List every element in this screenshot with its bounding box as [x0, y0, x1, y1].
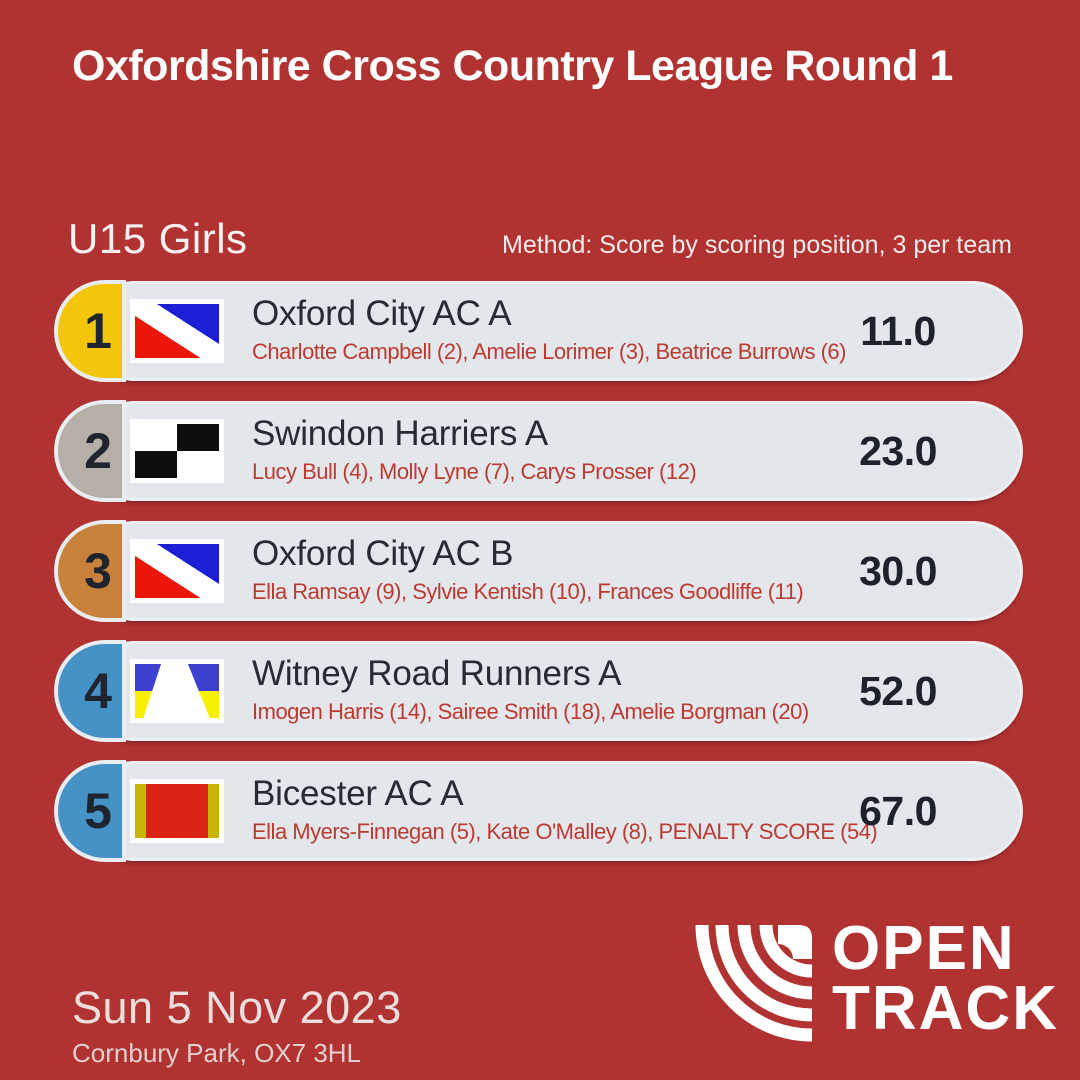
- team-score: 11.0: [860, 307, 936, 354]
- opentrack-wordmark-line2: TRACK: [832, 974, 1059, 1043]
- opentrack-logo: OPEN TRACK: [692, 918, 1057, 1048]
- bicester-ac-club-flag: [130, 779, 224, 843]
- team-info: Bicester AC A Ella Myers-Finnegan (5), K…: [252, 773, 878, 846]
- position-number: 2: [84, 423, 112, 479]
- team-runners: Imogen Harris (14), Sairee Smith (18), A…: [252, 699, 809, 724]
- result-row: 2 Swindon Harriers A Lucy Bull (4), Moll…: [58, 404, 1020, 498]
- oxford-city-club-flag: [130, 299, 224, 363]
- position-number: 4: [84, 663, 112, 719]
- team-runners: Ella Myers-Finnegan (5), Kate O'Malley (…: [252, 819, 878, 844]
- event-venue: Cornbury Park, OX7 3HL: [72, 1038, 362, 1068]
- page-title: Oxfordshire Cross Country League Round 1: [72, 42, 953, 90]
- event-date: Sun 5 Nov 2023: [72, 982, 402, 1033]
- result-row: 3 Oxford City AC B Ella Ramsay (9), Sylv…: [58, 524, 1020, 618]
- position-number: 1: [84, 303, 112, 359]
- team-score: 30.0: [859, 547, 937, 594]
- team-name: Witney Road Runners A: [252, 654, 622, 693]
- position-number: 5: [84, 783, 112, 839]
- team-score: 23.0: [859, 427, 937, 474]
- oxford-city-club-flag: [130, 539, 224, 603]
- opentrack-track-bend-icon: [695, 924, 812, 1042]
- scoring-method-label: Method: Score by scoring position, 3 per…: [502, 231, 1012, 259]
- team-info: Oxford City AC B Ella Ramsay (9), Sylvie…: [252, 533, 820, 606]
- team-name: Oxford City AC A: [252, 294, 512, 333]
- team-name: Oxford City AC B: [252, 534, 514, 573]
- position-badge: 1: [58, 284, 122, 378]
- age-group-heading: U15 Girls: [68, 215, 248, 262]
- witney-road-runners-club-flag: [130, 659, 224, 723]
- opentrack-wordmark-line1: OPEN: [832, 914, 1016, 983]
- team-info: Oxford City AC A Charlotte Campbell (2),…: [252, 293, 846, 366]
- team-runners: Lucy Bull (4), Molly Lyne (7), Carys Pro…: [252, 459, 697, 484]
- position-badge: 4: [58, 644, 122, 738]
- result-row: 5 Bicester AC A Ella Myers-Finnegan (5),…: [58, 764, 1020, 858]
- opentrack-wordmark: OPEN TRACK: [832, 914, 1059, 1043]
- position-badge: 2: [58, 404, 122, 498]
- position-badge: 5: [58, 764, 122, 858]
- position-number: 3: [84, 543, 112, 599]
- team-runners: Charlotte Campbell (2), Amelie Lorimer (…: [252, 339, 846, 364]
- team-name: Bicester AC A: [252, 774, 464, 813]
- section-header: U15 Girls Method: Score by scoring posit…: [68, 212, 1012, 262]
- team-info: Swindon Harriers A Lucy Bull (4), Molly …: [252, 413, 820, 486]
- team-score: 67.0: [859, 787, 937, 834]
- team-info: Witney Road Runners A Imogen Harris (14)…: [252, 653, 820, 726]
- position-badge: 3: [58, 524, 122, 618]
- result-row: 1 Oxford City AC A Charlotte Campbell (2…: [58, 284, 1020, 378]
- team-runners: Ella Ramsay (9), Sylvie Kentish (10), Fr…: [252, 579, 804, 604]
- swindon-harriers-club-flag: [130, 419, 224, 483]
- result-row: 4 Witney Road Runners A Imogen Harris (1…: [58, 644, 1020, 738]
- team-score: 52.0: [859, 667, 937, 714]
- results-list: 1 Oxford City AC A Charlotte Campbell (2…: [58, 284, 1020, 884]
- team-name: Swindon Harriers A: [252, 414, 548, 453]
